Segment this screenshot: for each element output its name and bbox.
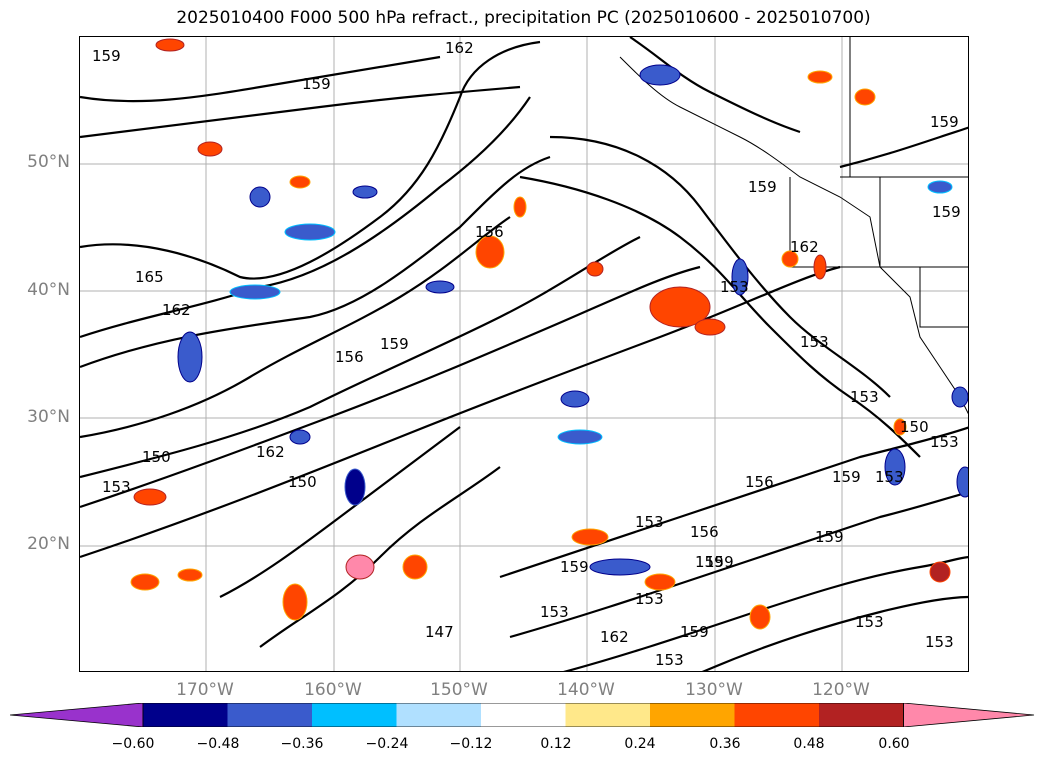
colorbar-segments	[10, 703, 1035, 727]
map-panel: 159 162 159 159 159 159 162 165 162 156 …	[79, 36, 969, 672]
contour-label: 156	[690, 523, 719, 541]
contour-label: 153	[930, 433, 959, 451]
colorbar-tick-label: 0.24	[624, 736, 656, 752]
map-canvas: 159 162 159 159 159 159 162 165 162 156 …	[80, 37, 968, 671]
contour-label: 156	[335, 348, 364, 366]
lon-label: 170°W	[176, 680, 234, 700]
colorbar-segment	[312, 703, 397, 727]
contour-label: 159	[380, 335, 409, 353]
lon-label: 130°W	[685, 680, 743, 700]
colorbar-extend-low	[10, 703, 144, 727]
contour-label: 153	[925, 633, 954, 651]
colorbar-tick-label: −0.60	[111, 736, 155, 752]
colorbar-segment	[819, 703, 904, 727]
contour-label: 153	[635, 513, 664, 531]
contour-label: 162	[162, 301, 191, 319]
contour-label: 150	[900, 418, 929, 436]
colorbar-segment	[143, 703, 228, 727]
lon-label: 160°W	[304, 680, 362, 700]
lat-label: 50°N	[27, 152, 70, 172]
contour-label: 153	[855, 613, 884, 631]
colorbar-segment	[734, 703, 819, 727]
contour-label: 153	[720, 278, 749, 296]
colorbar-extend-high	[903, 703, 1035, 727]
lat-label: 20°N	[27, 534, 70, 554]
contour-label: 150	[142, 448, 171, 466]
contour-label: 159	[932, 203, 961, 221]
contour-label: 159	[930, 113, 959, 131]
contour-label: 162	[790, 238, 819, 256]
colorbar-outline	[142, 703, 904, 727]
colorbar-tick-label: −0.36	[280, 736, 324, 752]
colorbar-tick-label: 0.48	[793, 736, 825, 752]
colorbar-tick-label: 0.12	[540, 736, 572, 752]
graticule	[80, 37, 968, 671]
colorbar-tick-label: 0.36	[709, 736, 741, 752]
contour-label-layer: 159 162 159 159 159 159 162 165 162 156 …	[92, 39, 961, 669]
contour-label: 159	[832, 468, 861, 486]
contour-label: 159	[705, 553, 734, 571]
contour-label: 153	[875, 468, 904, 486]
contour-label: 156	[745, 473, 774, 491]
coastline	[619, 37, 968, 415]
colorbar-segment	[396, 703, 481, 727]
contour-label: 159	[748, 178, 777, 196]
contour-label: 159	[680, 623, 709, 641]
contour-label: 156	[475, 223, 504, 241]
contour-label: 159	[302, 75, 331, 93]
precip-patches	[130, 38, 968, 630]
contour-label: 153	[635, 590, 664, 608]
contour-label: 147	[425, 623, 454, 641]
contour-label: 159	[695, 553, 724, 571]
contour-label: 159	[92, 47, 121, 65]
contour-label: 159	[815, 528, 844, 546]
contour-label: 162	[256, 443, 285, 461]
colorbar-tick-label: −0.48	[196, 736, 240, 752]
contour-label: 153	[655, 651, 684, 669]
map-title: 2025010400 F000 500 hPa refract., precip…	[176, 8, 871, 28]
height-contours	[80, 37, 968, 671]
colorbar	[10, 703, 1035, 727]
contour-label: 165	[135, 268, 164, 286]
lon-label: 140°W	[557, 680, 615, 700]
colorbar-segment	[650, 703, 735, 727]
contour-label: 153	[102, 478, 131, 496]
contour-label: 159	[560, 558, 589, 576]
contour-label: 153	[540, 603, 569, 621]
contour-label: 153	[850, 388, 879, 406]
contour-label: 150	[288, 473, 317, 491]
lon-label: 120°W	[812, 680, 870, 700]
lon-label: 150°W	[430, 680, 488, 700]
colorbar-segment	[227, 703, 312, 727]
colorbar-segment	[481, 703, 566, 727]
colorbar-segment	[565, 703, 650, 727]
lat-label: 30°N	[27, 407, 70, 427]
colorbar-tick-label: −0.24	[365, 736, 409, 752]
lat-label: 40°N	[27, 280, 70, 300]
colorbar-tick-label: 0.60	[878, 736, 910, 752]
colorbar-tick-label: −0.12	[449, 736, 493, 752]
contour-label: 162	[600, 628, 629, 646]
contour-label: 162	[445, 39, 474, 57]
contour-label: 153	[800, 333, 829, 351]
